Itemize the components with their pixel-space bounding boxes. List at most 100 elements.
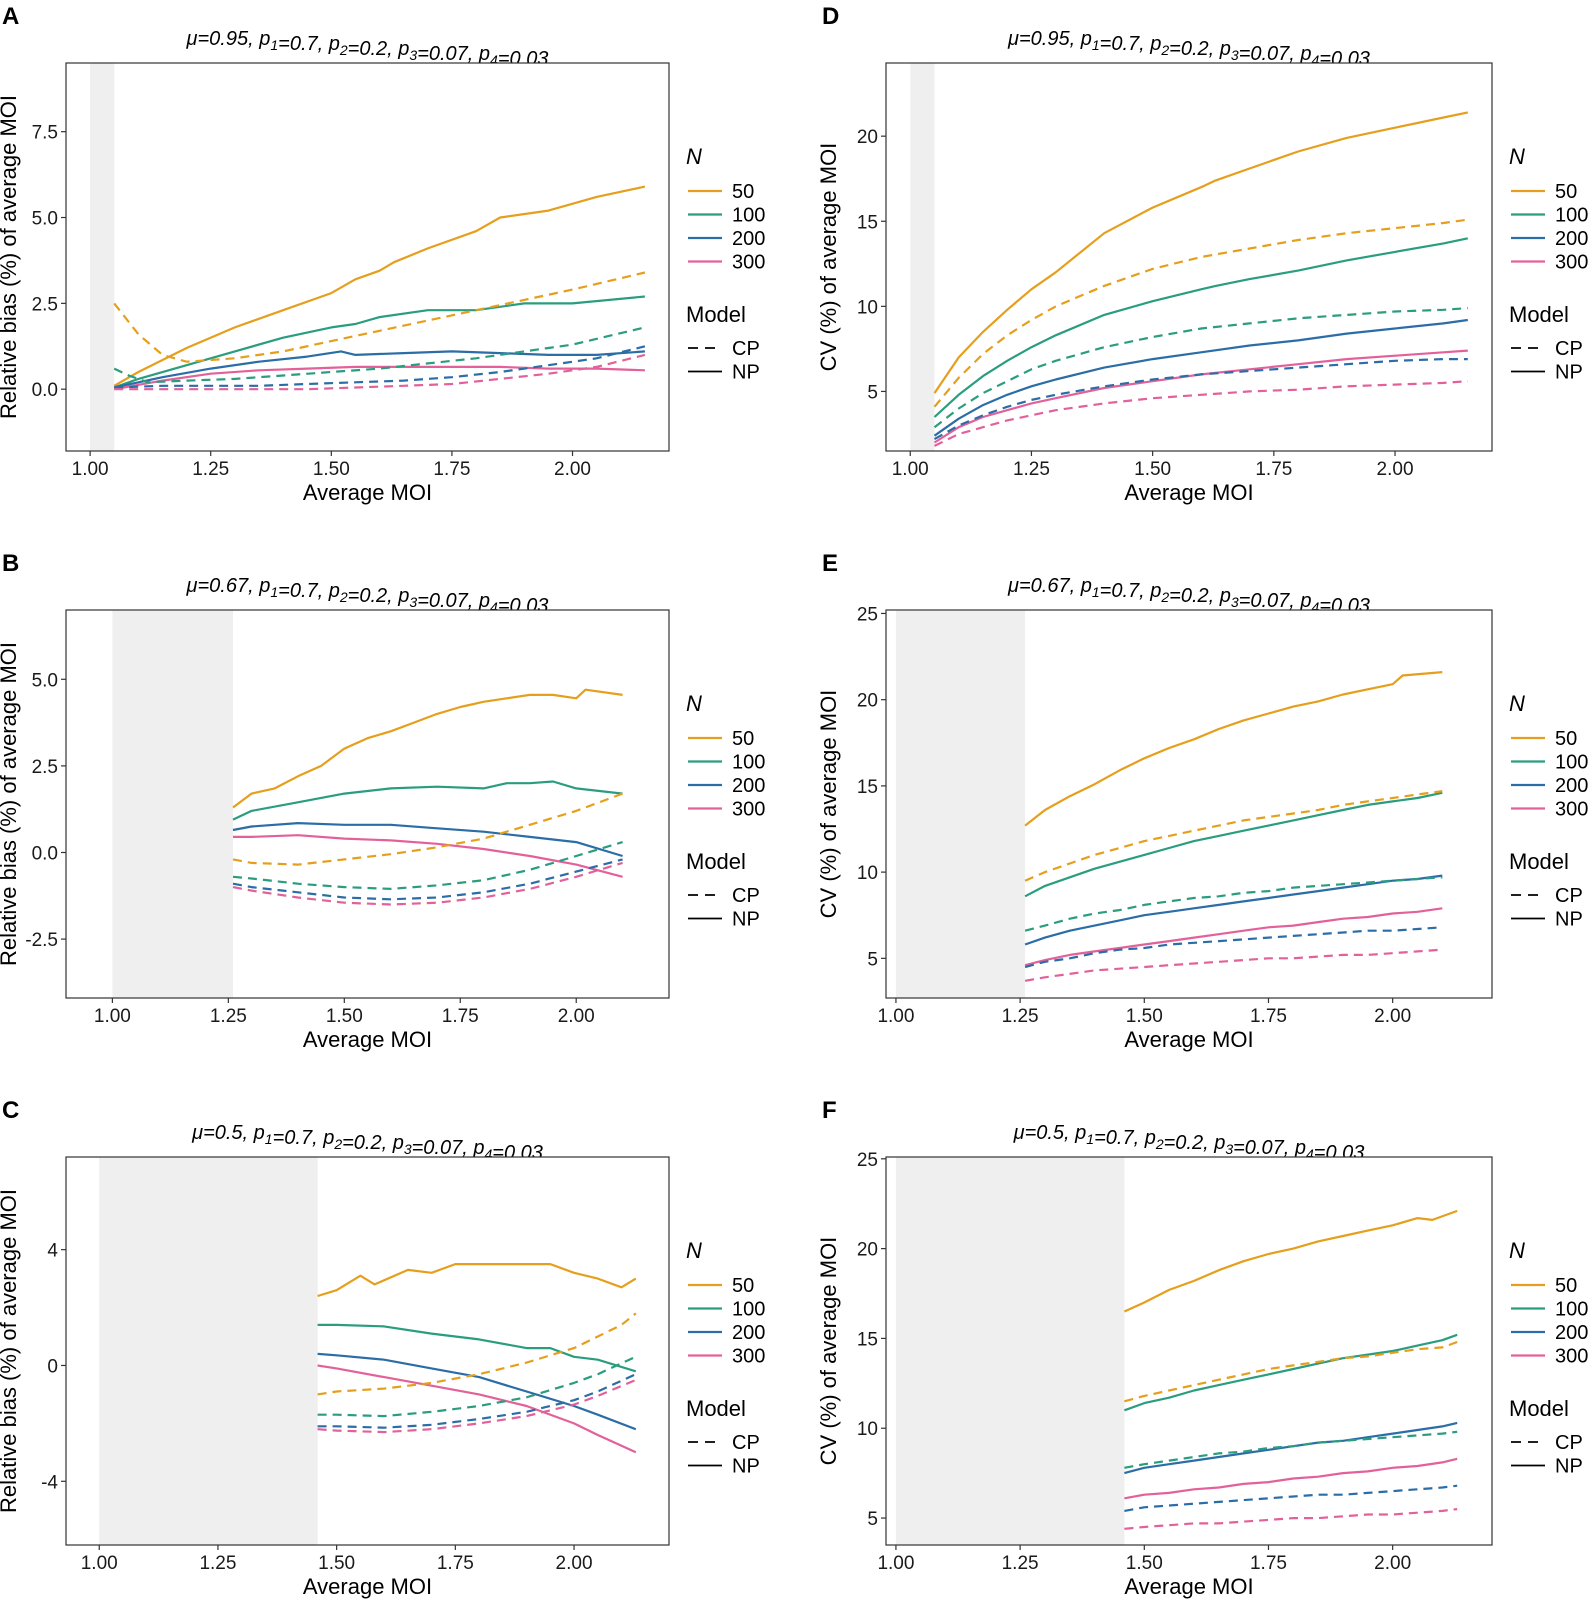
y-axis-title: CV (%) of average MOI (816, 143, 841, 372)
y-axis-title: Relative bias (%) of average MOI (0, 642, 21, 966)
series-n100-cp (933, 307, 1468, 429)
legend-n-300-label: 300 (732, 252, 765, 274)
series-n100-cp (232, 841, 623, 891)
title-text: =0.7, p (278, 33, 340, 55)
y-tick-label: 2.5 (32, 294, 58, 315)
x-tick-label: 1.75 (1250, 1553, 1287, 1574)
panel-title: μ=0.95, p1=0.7, p2=0.2, p3=0.07, p4=0.03 (186, 28, 549, 70)
title-subscript: 2 (333, 1136, 342, 1152)
panel-A: Aμ=0.95, p1=0.7, p2=0.2, p3=0.07, p4=0.0… (0, 3, 765, 505)
legend-model-title: Model (686, 1396, 746, 1421)
y-tick-label: 25 (857, 1150, 878, 1171)
y-tick-label: -4 (41, 1472, 58, 1493)
legend-n-100-label: 100 (732, 1299, 765, 1321)
y-tick-label: 2.5 (32, 757, 58, 778)
title-text: μ=0.67, p (1007, 575, 1092, 597)
legend-model-cp-label: CP (1555, 885, 1583, 907)
x-tick-label: 1.00 (94, 1006, 131, 1027)
x-tick-label: 1.75 (442, 1006, 479, 1027)
x-tick-label: 1.25 (210, 1006, 247, 1027)
series-n50-np (232, 688, 623, 809)
legend-n-100-label: 100 (732, 752, 765, 774)
y-tick-label: 5.0 (32, 670, 58, 691)
title-text: =0.7, p (1100, 33, 1162, 55)
x-tick-label: 1.25 (1013, 459, 1050, 480)
y-axis-title: Relative bias (%) of average MOI (0, 1189, 21, 1513)
title-text: =0.2, p (1164, 1132, 1226, 1154)
legend-model-title: Model (1509, 849, 1569, 874)
shaded-region (90, 63, 115, 451)
x-axis-title: Average MOI (303, 1574, 432, 1599)
series-n300-cp (1124, 1508, 1458, 1530)
y-tick-label: 5.0 (32, 209, 58, 230)
title-text: =0.07, p (1239, 590, 1312, 612)
legend-model-np-label: NP (732, 909, 760, 931)
series-n200-cp (1124, 1484, 1458, 1512)
legend-n-300-label: 300 (732, 799, 765, 821)
series-n300-cp (114, 353, 646, 391)
x-tick-label: 1.75 (1255, 459, 1292, 480)
y-tick-label: 20 (857, 127, 878, 148)
title-subscript: 4 (490, 52, 498, 68)
series-n300-cp (317, 1378, 637, 1434)
series-group (1123, 1209, 1458, 1530)
title-text: =0.7, p (1094, 1127, 1156, 1149)
x-tick-label: 1.50 (1126, 1553, 1163, 1574)
series-group (933, 111, 1469, 447)
x-tick-label: 1.25 (199, 1553, 236, 1574)
series-n300-np (1124, 1457, 1458, 1500)
series-n50-cp (317, 1312, 637, 1396)
series-group (232, 688, 623, 906)
x-axis-title: Average MOI (303, 480, 432, 505)
series-n200-cp (114, 345, 646, 389)
series-n50-cp (1124, 1340, 1458, 1403)
title-subscript: 2 (1155, 1136, 1164, 1152)
x-tick-label: 1.75 (437, 1553, 474, 1574)
panel-C: Cμ=0.5, p1=0.7, p2=0.2, p3=0.07, p4=0.03… (0, 1097, 765, 1599)
y-axis-title: Relative bias (%) of average MOI (0, 95, 21, 419)
series-n300-np (933, 349, 1468, 444)
legend-n-200-label: 200 (1555, 228, 1588, 250)
shaded-region (910, 63, 935, 451)
legend-model-title: Model (686, 302, 746, 327)
panel-F: Fμ=0.5, p1=0.7, p2=0.2, p3=0.07, p4=0.03… (816, 1097, 1588, 1599)
title-text: μ=0.5, p (1013, 1122, 1087, 1144)
plot-area (886, 63, 1492, 451)
title-text: =0.07, p (412, 1137, 485, 1159)
series-n300-cp (1024, 948, 1443, 982)
shaded-region (895, 1157, 1125, 1545)
x-tick-label: 1.50 (326, 1006, 363, 1027)
title-text: =0.07, p (1239, 43, 1312, 65)
legend-n-300-label: 300 (1555, 252, 1588, 274)
plot-border (65, 609, 670, 999)
legend-n-200-label: 200 (732, 228, 765, 250)
x-tick-label: 1.50 (1126, 1006, 1163, 1027)
shaded-region (895, 610, 1026, 998)
series-n200-cp (1024, 926, 1443, 969)
series-n300-np (114, 365, 645, 391)
legend-n-300-label: 300 (1555, 1346, 1588, 1368)
y-tick-label: 5 (867, 382, 878, 403)
y-tick-label: 0 (47, 1356, 58, 1377)
title-subscript: 2 (339, 589, 348, 605)
title-subscript: 1 (1086, 1131, 1094, 1147)
title-subscript: 1 (270, 584, 278, 600)
panel-E: Eμ=0.67, p1=0.7, p2=0.2, p3=0.07, p4=0.0… (816, 550, 1588, 1052)
series-group (1024, 671, 1443, 982)
legend-model-title: Model (1509, 302, 1569, 327)
series-n100-np (113, 295, 646, 389)
x-tick-label: 1.75 (433, 459, 470, 480)
legend-n-50-label: 50 (1555, 1275, 1577, 1297)
title-subscript: 1 (1092, 37, 1100, 53)
title-text: =0.2, p (342, 1132, 404, 1154)
series-n200-cp (232, 858, 623, 901)
series-n200-cp (933, 358, 1468, 441)
y-tick-label: 5 (867, 1509, 878, 1530)
x-tick-label: 2.00 (554, 459, 591, 480)
series-n50-cp (1024, 790, 1443, 882)
y-tick-label: 0.0 (32, 844, 58, 865)
